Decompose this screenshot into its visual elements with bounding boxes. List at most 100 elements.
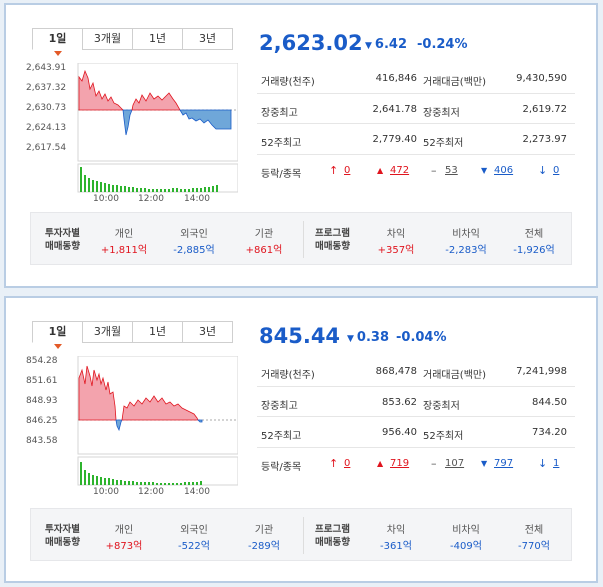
price-area-down: [179, 109, 232, 130]
x-tick-label: 14:00: [184, 194, 210, 204]
flat-dash-icon: –: [431, 163, 437, 177]
current-price: 845.44: [259, 324, 341, 348]
individual-label: 개인: [114, 229, 134, 240]
trade-value-label: 거래대금(백만): [423, 77, 487, 88]
program-header-line2: 매매동향: [315, 241, 350, 252]
down-arrow-icon: ▼: [365, 41, 372, 51]
breadth-row: 등락/종목 ↑ 0 ▲ 719 – 107 ▼ 797 ↓ 1: [257, 448, 575, 479]
tab-1day[interactable]: 1일: [32, 321, 83, 349]
w52-high-value: 956.40: [382, 427, 417, 438]
foreign-value: -2,885억: [173, 245, 215, 256]
institution-value: +861억: [245, 245, 283, 256]
day-low-label: 장중최저: [423, 400, 460, 412]
breadth-label: 등락/종목: [261, 461, 302, 473]
tab-3year[interactable]: 3년: [182, 28, 233, 50]
index-panel-kosdaq: 1일 3개월 1년 3년 854.28 851.61 848.93 846.25…: [4, 296, 598, 583]
upper-limit-arrow-icon: ↑: [329, 456, 339, 470]
flat-count-link[interactable]: 107: [445, 457, 465, 469]
flat-count-link[interactable]: 53: [445, 164, 458, 176]
down-triangle-icon: ▼: [481, 458, 488, 468]
day-low-value: 844.50: [532, 396, 567, 408]
non-arbitrage-value: -409억: [450, 541, 482, 552]
w52-low-value: 734.20: [532, 427, 567, 438]
rising-count-link[interactable]: 719: [390, 457, 410, 469]
investor-header-line2: 매매동향: [45, 241, 80, 252]
change-value: 0.38: [356, 330, 389, 345]
y-tick-label: 2,624.13: [26, 123, 67, 133]
program-total-value: -770억: [518, 541, 550, 552]
tab-3month[interactable]: 3개월: [82, 321, 133, 343]
price-area-up: [78, 365, 117, 421]
falling-count-link[interactable]: 406: [494, 164, 514, 176]
period-tabs: 1일 3개월 1년 3년: [32, 28, 233, 56]
breadth-label: 등락/종목: [261, 168, 302, 180]
price-area-up: [78, 69, 124, 111]
change-value: 6.42: [374, 37, 407, 52]
upper-limit-arrow-icon: ↑: [329, 163, 339, 177]
w52-high-label: 52주최고: [261, 138, 302, 149]
day-high-value: 853.62: [382, 396, 417, 408]
y-tick-label: 854.28: [26, 356, 58, 366]
program-header: 프로그램 매매동향: [315, 227, 375, 253]
lower-limit-count-link[interactable]: 1: [553, 457, 560, 469]
volume-value: 868,478: [375, 366, 417, 377]
stats-row: 52주최고 956.40 52주최저 734.20: [257, 417, 575, 448]
upper-limit-count-link[interactable]: 0: [344, 164, 351, 176]
intraday-chart[interactable]: 2,643.91 2,637.32 2,630.73 2,624.13 2,61…: [26, 63, 238, 211]
investor-trading-box: 투자자별 매매동향 개인 +1,811억 외국인 -2,885억 기관 +861억…: [30, 212, 572, 265]
investor-header-line1: 투자자별: [45, 228, 80, 239]
foreign-label: 외국인: [180, 229, 208, 240]
stats-row: 거래량(천주) 416,846 거래대금(백만) 9,430,590: [257, 63, 575, 94]
w52-high-label: 52주최고: [261, 431, 302, 442]
stats-row: 장중최고 853.62 장중최저 844.50: [257, 387, 575, 417]
upper-limit-count-link[interactable]: 0: [344, 457, 351, 469]
tab-3year[interactable]: 3년: [182, 321, 233, 343]
current-price: 2,623.02: [259, 31, 363, 55]
volume-value: 416,846: [375, 73, 417, 84]
y-tick-label: 843.58: [26, 436, 58, 446]
x-tick-label: 14:00: [184, 487, 210, 497]
change-percent: -0.04%: [396, 330, 447, 345]
volume-bars: [80, 462, 202, 485]
institution-value: -289억: [248, 541, 280, 552]
price-change: ▼ 6.42: [365, 37, 407, 52]
non-arbitrage-label: 비차익: [452, 229, 480, 240]
tab-1year[interactable]: 1년: [132, 28, 183, 50]
breadth-row: 등락/종목 ↑ 0 ▲ 472 – 53 ▼ 406 ↓ 0: [257, 155, 575, 186]
intraday-chart[interactable]: 854.28 851.61 848.93 846.25 843.58: [26, 356, 238, 504]
lower-limit-count-link[interactable]: 0: [553, 164, 560, 176]
investor-header-line2: 매매동향: [45, 537, 80, 548]
tab-3month[interactable]: 3개월: [82, 28, 133, 50]
individual-value: +873억: [105, 541, 143, 552]
stats-row: 52주최고 2,779.40 52주최저 2,273.97: [257, 124, 575, 155]
day-high-label: 장중최고: [261, 400, 298, 412]
investor-header: 투자자별 매매동향: [45, 523, 105, 549]
non-arbitrage-label: 비차익: [452, 525, 480, 536]
y-tick-label: 846.25: [26, 416, 58, 426]
volume-label: 거래량(천주): [261, 77, 315, 88]
rising-count-link[interactable]: 472: [390, 164, 410, 176]
down-arrow-icon: ▼: [347, 334, 354, 344]
x-tick-label: 10:00: [93, 487, 119, 497]
price-chart-svg: [77, 356, 238, 486]
day-high-value: 2,641.78: [372, 103, 417, 115]
y-tick-label: 2,637.32: [26, 83, 67, 93]
tab-1year[interactable]: 1년: [132, 321, 183, 343]
divider: [303, 517, 304, 554]
foreign-value: -522억: [178, 541, 210, 552]
change-percent: -0.24%: [417, 37, 468, 52]
price-change: ▼ 0.38: [347, 330, 389, 345]
volume-bars: [80, 167, 218, 192]
institution-label: 기관: [254, 229, 274, 240]
lower-limit-arrow-icon: ↓: [538, 163, 548, 177]
stats-table: 거래량(천주) 868,478 거래대금(백만) 7,241,998 장중최고 …: [257, 356, 575, 478]
w52-low-label: 52주최저: [423, 138, 464, 149]
period-tabs: 1일 3개월 1년 3년: [32, 321, 233, 349]
up-triangle-icon: ▲: [377, 458, 384, 468]
falling-count-link[interactable]: 797: [494, 457, 514, 469]
program-header-line1: 프로그램: [315, 524, 350, 535]
tab-1day[interactable]: 1일: [32, 28, 83, 56]
institution-label: 기관: [254, 525, 274, 536]
day-low-value: 2,619.72: [522, 103, 567, 115]
y-tick-label: 2,630.73: [26, 103, 67, 113]
